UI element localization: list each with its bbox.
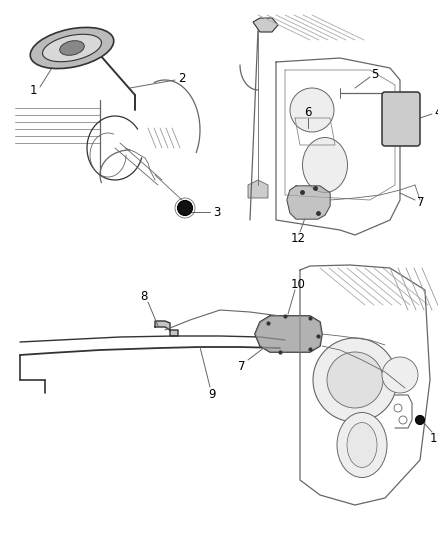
Text: 10: 10: [290, 278, 305, 290]
FancyBboxPatch shape: [382, 92, 420, 146]
Ellipse shape: [42, 34, 102, 62]
Text: 4: 4: [434, 107, 438, 119]
Polygon shape: [287, 186, 330, 219]
Text: 7: 7: [417, 197, 425, 209]
Circle shape: [313, 338, 397, 422]
Ellipse shape: [337, 413, 387, 478]
Text: 7: 7: [238, 359, 246, 373]
Circle shape: [416, 416, 424, 424]
Text: 3: 3: [213, 206, 221, 220]
Ellipse shape: [347, 423, 377, 467]
Polygon shape: [255, 316, 322, 352]
Text: 8: 8: [140, 289, 148, 303]
Polygon shape: [248, 180, 268, 198]
Circle shape: [177, 200, 192, 215]
Text: 11: 11: [430, 432, 438, 445]
Ellipse shape: [30, 27, 114, 69]
Circle shape: [399, 416, 407, 424]
Text: 1: 1: [29, 84, 37, 96]
Text: 9: 9: [208, 387, 216, 400]
Circle shape: [382, 357, 418, 393]
Text: 2: 2: [178, 72, 186, 85]
Circle shape: [394, 404, 402, 412]
Ellipse shape: [60, 41, 84, 55]
Polygon shape: [155, 321, 178, 336]
Circle shape: [290, 88, 334, 132]
Circle shape: [327, 352, 383, 408]
Text: 12: 12: [290, 231, 305, 245]
Ellipse shape: [303, 138, 347, 192]
Text: 5: 5: [371, 68, 379, 80]
Text: 6: 6: [304, 107, 312, 119]
Polygon shape: [253, 18, 278, 32]
